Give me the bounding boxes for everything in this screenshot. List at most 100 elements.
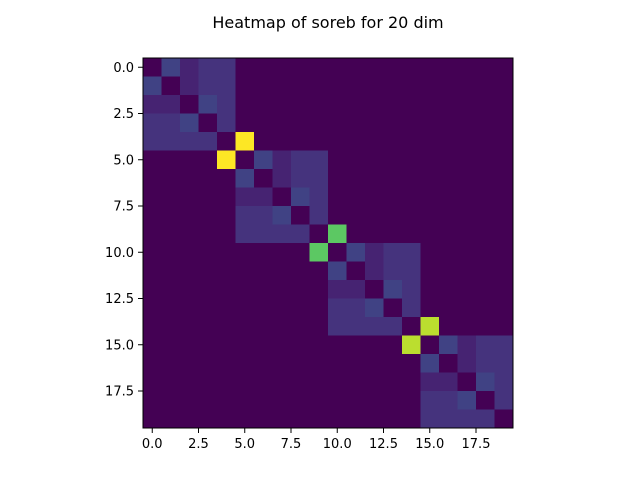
heatmap-cell [383,132,403,151]
heatmap-cell [420,243,440,262]
heatmap-cell [254,261,273,281]
heatmap-cell [143,113,162,133]
heatmap-cell [439,187,458,207]
heatmap-cell [180,169,199,188]
heatmap-cell [309,372,329,392]
heatmap-cell [365,335,384,355]
heatmap-cell [420,187,440,207]
heatmap-cell [161,335,181,355]
heatmap-cell [309,224,329,244]
heatmap-cell [254,354,273,373]
heatmap-cell [309,206,329,225]
heatmap-cell [494,409,514,429]
heatmap-cell [217,261,236,281]
heatmap-cell [291,280,310,299]
plot-frame [142,57,514,429]
heatmap-cell [328,150,347,170]
heatmap-cell [439,243,458,262]
heatmap-cell [328,298,347,318]
heatmap-cell [198,280,218,299]
heatmap-cell [383,372,403,392]
heatmap-cell [309,317,329,336]
heatmap-cell [420,372,440,392]
heatmap-cell [235,76,255,96]
heatmap-cell [457,95,477,114]
heatmap-cell [476,280,495,299]
heatmap-cell [254,76,273,96]
heatmap-cell [254,95,273,114]
heatmap-cell [457,243,477,262]
heatmap-cell [143,206,162,225]
heatmap-cell [161,206,181,225]
heatmap-cell [291,298,310,318]
heatmap-cell [272,113,292,133]
heatmap-cell [309,391,329,410]
heatmap-cell [161,298,181,318]
heatmap-cell [420,132,440,151]
heatmap-cell [143,187,162,207]
heatmap-cell [235,409,255,429]
heatmap-cell [272,335,292,355]
y-tick-label: 10.0 [105,246,134,261]
heatmap-cell [180,335,199,355]
heatmap-cell [402,335,421,355]
heatmap-cell [439,354,458,373]
heatmap-cell [254,224,273,244]
heatmap-cell [494,187,514,207]
heatmap-cell [328,113,347,133]
heatmap-cell [161,409,181,429]
heatmap-cell [235,132,255,151]
heatmap-cell [254,243,273,262]
heatmap-cell [309,354,329,373]
heatmap-cell [161,113,181,133]
heatmap-cell [494,76,514,96]
heatmap-cell [328,76,347,96]
heatmap-cell [143,409,162,429]
heatmap-cell [272,206,292,225]
heatmap-cell [254,391,273,410]
heatmap-cell [476,261,495,281]
heatmap-cell [439,224,458,244]
heatmap-cell [383,409,403,429]
heatmap-cell [457,354,477,373]
heatmap-cell [494,113,514,133]
heatmap-cell [217,169,236,188]
heatmap-cell [365,280,384,299]
heatmap-cell [143,317,162,336]
heatmap-cell [365,372,384,392]
heatmap-cell [476,150,495,170]
heatmap-cell [217,76,236,96]
heatmap-cell [402,169,421,188]
heatmap-cell [420,261,440,281]
y-axis: 0.0 2.5 5.0 7.5 10.0 12.5 15.0 17.5 [105,61,143,400]
heatmap-cell [328,280,347,299]
heatmap-cell [217,132,236,151]
heatmap-cell [346,409,366,429]
heatmap-cell [198,76,218,96]
heatmap-cell [383,76,403,96]
heatmap-cell [457,76,477,96]
heatmap-cell [198,409,218,429]
heatmap-cell [494,95,514,114]
heatmap-cell [346,261,366,281]
heatmap-cell [420,150,440,170]
heatmap-cell [494,354,514,373]
heatmap-cell [439,169,458,188]
heatmap-cell [272,95,292,114]
heatmap-cell [217,113,236,133]
heatmap-cell [420,169,440,188]
heatmap-cell [476,335,495,355]
heatmap-cell [365,298,384,318]
heatmap-cell [161,169,181,188]
heatmap-cell [143,132,162,151]
heatmap-cell [291,187,310,207]
heatmap-cell [457,132,477,151]
heatmap-cell [217,95,236,114]
heatmap-cell [235,372,255,392]
heatmap-cell [161,150,181,170]
heatmap-cell [272,409,292,429]
heatmap-cell [161,261,181,281]
heatmap-cell [180,372,199,392]
x-tick-label: 15.0 [415,437,444,452]
heatmap-cell [272,169,292,188]
